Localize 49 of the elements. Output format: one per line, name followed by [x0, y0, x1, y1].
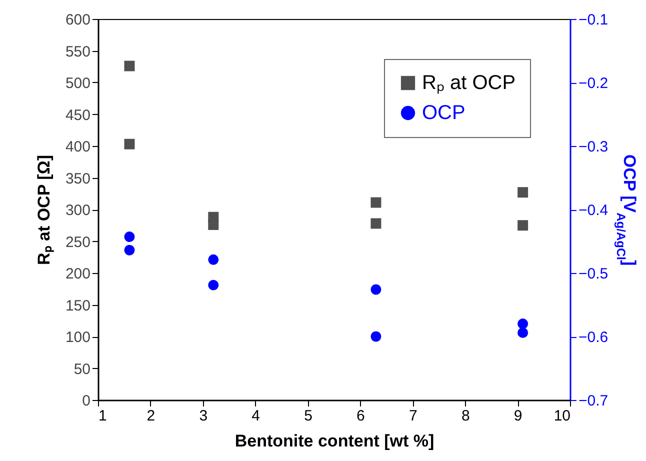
point: [518, 318, 528, 330]
y-tick-label: 500: [65, 75, 90, 92]
x-tick-label: 3: [199, 408, 208, 424]
y-tick-label: 550: [65, 43, 90, 60]
point: [124, 60, 135, 72]
x-tick-label: 10: [554, 408, 570, 424]
point: [518, 327, 528, 338]
y-tick-label: 300: [65, 202, 90, 219]
point: [370, 331, 382, 342]
point: [370, 284, 382, 295]
y2-tick-label: −0.4: [578, 202, 608, 219]
y-tick-label: 200: [65, 266, 90, 282]
y2-tick-label: −0.5: [578, 266, 608, 282]
x-tick-label: 5: [304, 408, 312, 424]
x-tick-label: 7: [408, 408, 418, 424]
y-tick-label: 400: [65, 138, 90, 156]
point: [370, 197, 382, 208]
x-tick-label: 9: [514, 408, 522, 424]
x-tick-label: 1: [98, 408, 107, 424]
y-tick-label: 250: [65, 234, 90, 251]
legend-label: Rₚ at OCP: [422, 72, 516, 94]
y2-tick-label: −0.2: [578, 75, 608, 92]
y-tick-label: 150: [65, 297, 90, 314]
x-tick-label: 8: [461, 408, 470, 424]
y-tick-label: 0: [82, 392, 90, 410]
y-axis-title: Rₚ at OCP [Ω]: [34, 154, 54, 266]
x-tick-label: 2: [146, 408, 156, 424]
y-tick-label: 450: [65, 106, 90, 124]
point: [370, 218, 382, 229]
y2-tick-label: −0.3: [578, 138, 608, 156]
x-tick-label: 6: [356, 408, 365, 424]
point: [518, 187, 528, 198]
point: [124, 138, 135, 150]
point: [518, 220, 528, 231]
y-tick-label: 350: [65, 170, 90, 188]
y2-tick-label: −0.6: [578, 329, 608, 346]
x-tick-label: 4: [252, 408, 260, 424]
point: [208, 254, 219, 265]
point: [208, 219, 219, 230]
y-tick-label: 100: [65, 329, 90, 346]
y2-tick-label: −0.1: [578, 12, 608, 28]
y-tick-label: 600: [65, 12, 90, 28]
x-axis-title: Bentonite content [wt %]: [234, 432, 434, 450]
y-tick-label: 50: [74, 360, 90, 378]
y2-tick-label: −0.7: [578, 392, 608, 410]
point: [208, 280, 219, 290]
point: [124, 232, 135, 242]
point: [124, 244, 135, 256]
legend-label: OCP: [422, 102, 466, 124]
